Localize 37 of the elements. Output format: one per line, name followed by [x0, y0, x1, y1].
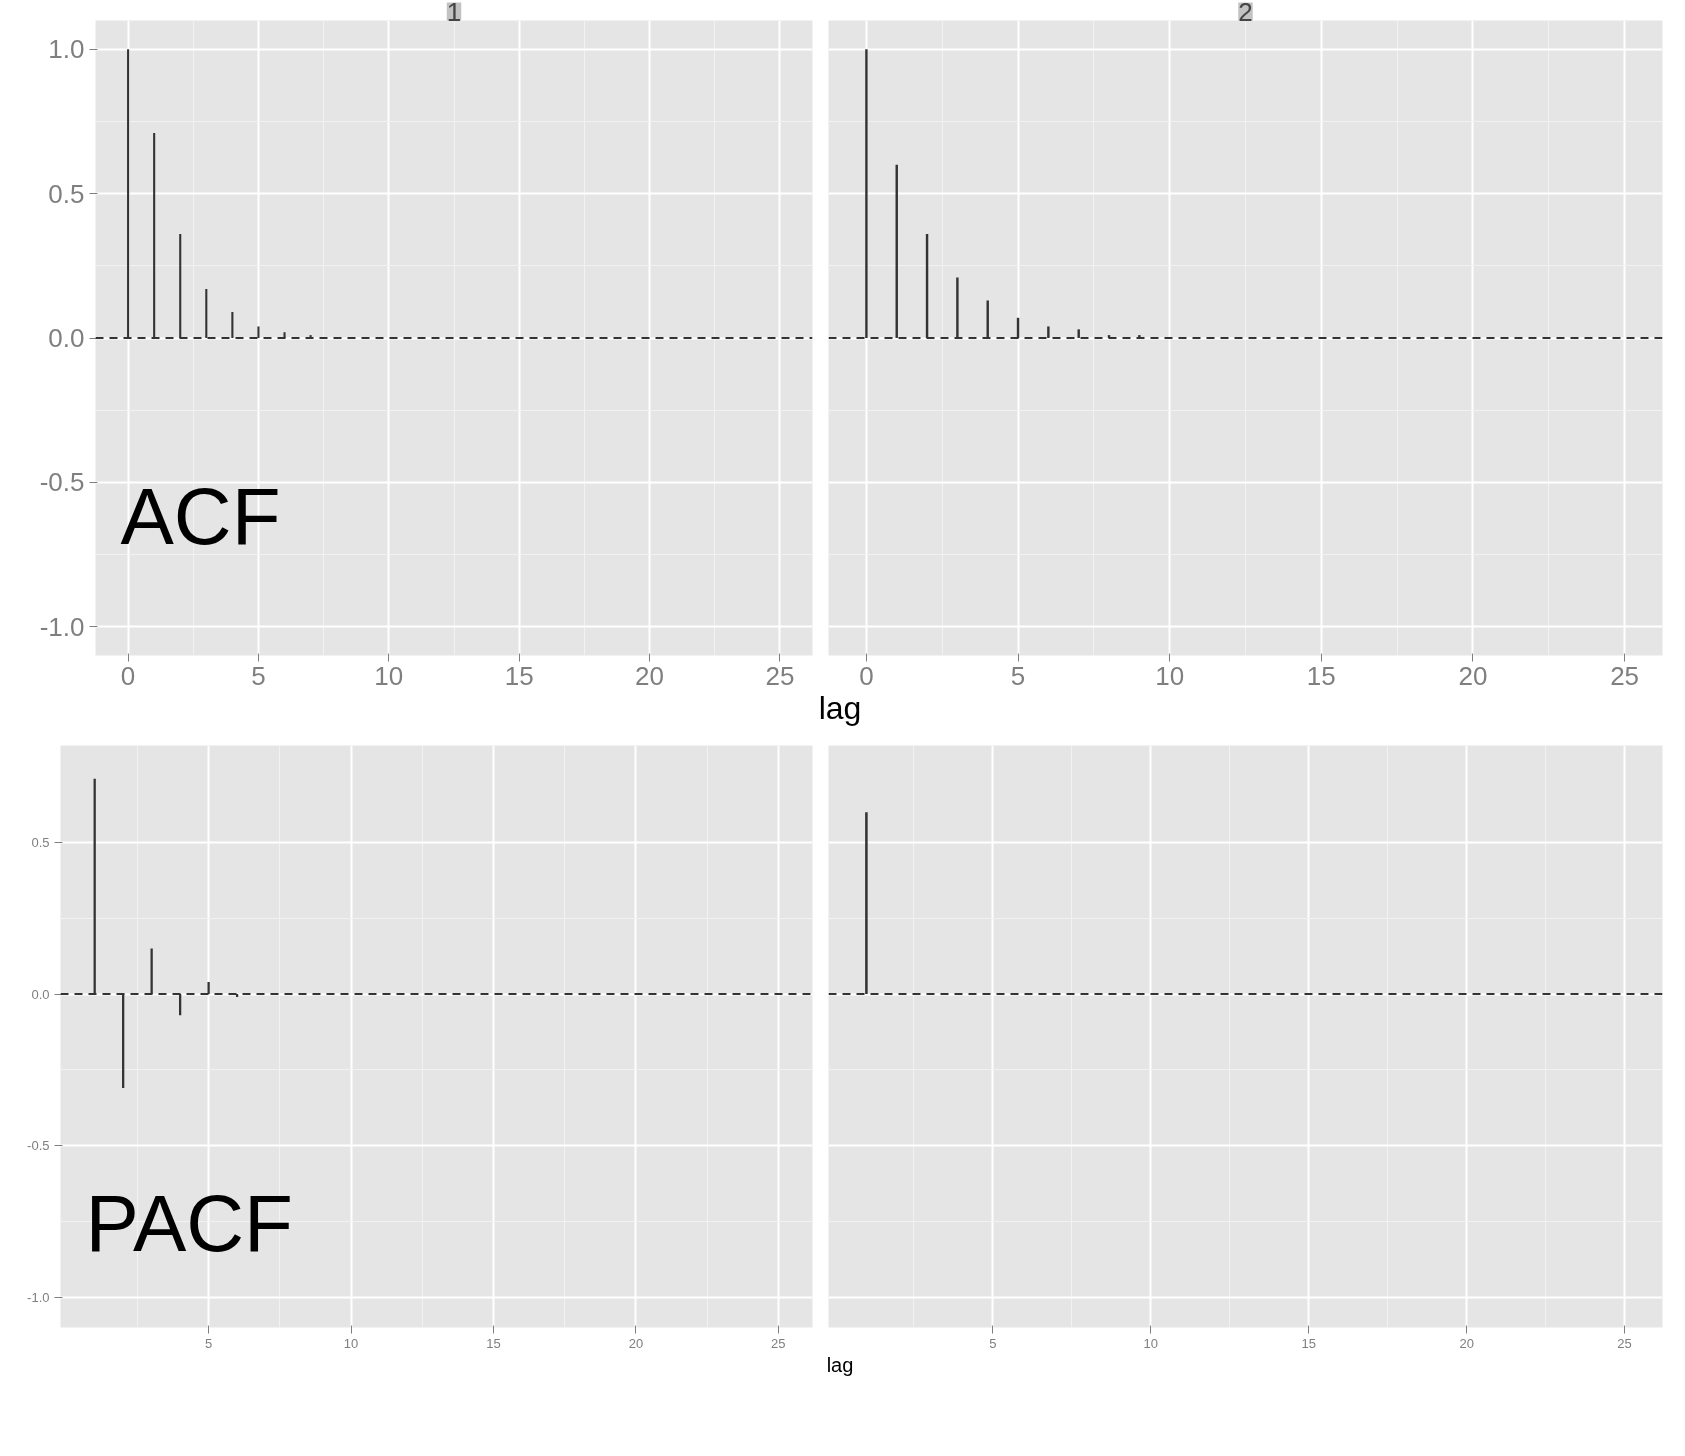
x-axis-title: lag: [826, 1352, 854, 1378]
x-tick-label: 20: [1459, 1335, 1474, 1351]
annotation: ACF: [120, 471, 281, 561]
y-tick-label: 0.0: [48, 323, 85, 353]
x-tick-label: 20: [1458, 660, 1488, 691]
x-tick-label: 15: [486, 1335, 501, 1351]
y-tick-label: -0.5: [39, 467, 85, 498]
x-tick-label: 5: [251, 660, 266, 691]
x-tick-label: 10: [1143, 1335, 1158, 1351]
x-tick-label: 25: [765, 660, 795, 691]
x-tick-label: 10: [1155, 660, 1185, 691]
y-tick-label: 0.0: [31, 986, 50, 1002]
x-tick-label: 5: [989, 1335, 997, 1351]
x-tick-label: 5: [205, 1335, 213, 1351]
x-tick-label: 25: [771, 1335, 786, 1351]
y-tick-label: -0.5: [27, 1137, 50, 1153]
y-tick-label: 1.0: [48, 34, 85, 65]
chart-title: 2: [1238, 0, 1253, 27]
x-axis-title: lag: [818, 689, 862, 728]
x-tick-label: 0: [859, 660, 874, 691]
x-tick-label: 15: [1306, 660, 1336, 691]
x-tick-label: 10: [374, 660, 404, 691]
x-tick-label: 25: [1610, 660, 1640, 691]
x-tick-label: 5: [1010, 660, 1026, 691]
x-tick-label: 10: [343, 1335, 359, 1351]
chart-title: 1: [446, 0, 462, 27]
x-tick-label: 15: [1301, 1335, 1316, 1351]
y-tick-label: -1.0: [39, 611, 85, 642]
x-tick-label: 15: [504, 660, 534, 691]
x-tick-label: 20: [635, 660, 665, 691]
x-tick-label: 25: [1617, 1335, 1632, 1351]
x-tick-label: 0: [120, 660, 136, 691]
y-tick-label: -1.0: [27, 1289, 50, 1305]
x-tick-label: 20: [628, 1335, 644, 1351]
y-tick-label: 0.5: [48, 178, 85, 209]
annotation: PACF: [85, 1178, 293, 1268]
y-tick-label: 0.5: [31, 834, 50, 850]
